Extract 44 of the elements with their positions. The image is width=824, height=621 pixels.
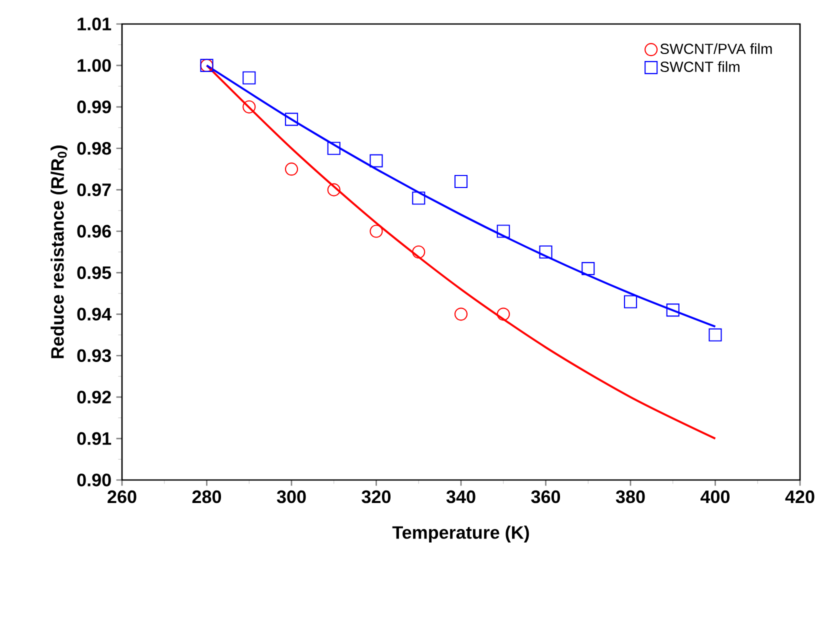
x-tick-label: 320 [362,490,391,504]
x-tick-label: 360 [531,490,560,504]
y-axis-title: Reduce resistance (R/R$_{0}$) [50,146,68,358]
x-tick-label: 340 [446,490,476,504]
point [539,245,552,259]
x-tick-label: 400 [700,490,730,504]
x-tick-label: 260 [108,490,136,504]
point [412,245,426,259]
y-tick-label: 0.95 [77,266,112,280]
point [454,174,468,188]
point [284,162,298,176]
y-tick-label: 0.99 [77,100,111,114]
y-tick-label: 0.90 [77,474,111,486]
point [708,328,722,342]
point [327,183,340,196]
x-tick-label: 300 [276,490,306,504]
point [284,112,298,126]
x-axis-title: Temperature (K) [392,526,529,542]
y-tick-label: 0.94 [77,308,112,321]
point [242,100,256,114]
legend-label: SWCNT/PVA film [660,43,772,54]
x-tick-label: 280 [192,490,222,504]
legend-label: SWCNT film [660,61,740,72]
point [666,303,680,317]
x-tick-label: 420 [785,490,814,504]
x-tick-label: 380 [616,490,645,504]
y-tick-label: 0.96 [77,224,111,238]
y-tick-label: 1.00 [78,59,111,72]
point [454,308,468,321]
point [327,142,340,155]
y-tick-label: 0.92 [77,390,111,404]
point [242,71,256,84]
y-tick-label: 1.01 [78,18,112,30]
y-tick-label: 0.97 [77,183,111,196]
point [624,295,638,308]
y-tick-label: 0.98 [77,142,112,155]
y-tick-label: 0.91 [77,432,112,445]
point [412,192,426,205]
point [496,224,510,238]
point [582,262,595,276]
point [370,154,383,168]
point [370,224,383,238]
y-tick-label: 0.93 [77,349,111,362]
point [496,308,510,321]
